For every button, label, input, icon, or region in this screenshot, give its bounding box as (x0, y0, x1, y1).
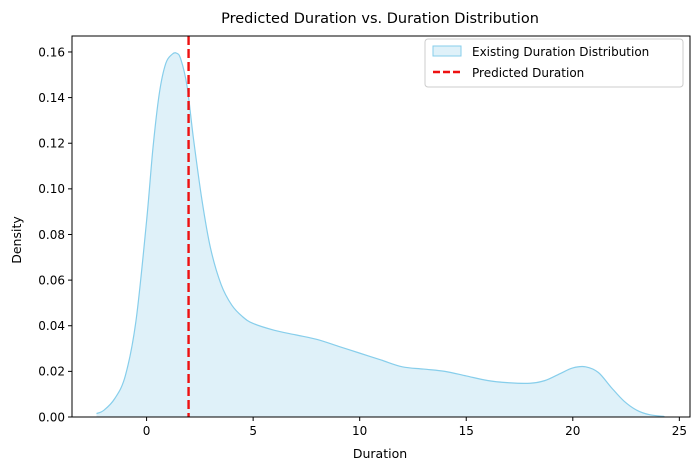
x-axis-label: Duration (353, 446, 407, 461)
legend-swatch-distribution (432, 45, 462, 57)
y-tick-label: 0.12 (38, 137, 65, 151)
y-tick-label: 0.08 (38, 228, 65, 242)
x-tick-label: 15 (459, 424, 474, 438)
legend-label-predicted: Predicted Duration (472, 66, 584, 80)
legend: Existing Duration Distribution Predicted … (424, 38, 684, 88)
y-tick-label: 0.04 (38, 319, 65, 333)
y-tick-label: 0.10 (38, 182, 65, 196)
y-tick-label: 0.14 (38, 91, 65, 105)
density-curve (96, 52, 665, 417)
x-tick-label: 25 (672, 424, 687, 438)
x-tick-label: 20 (565, 424, 580, 438)
legend-box (424, 38, 684, 88)
density-area-fill (96, 52, 665, 417)
axes-frame (71, 35, 691, 418)
chart-title: Predicted Duration vs. Duration Distribu… (221, 11, 539, 27)
x-tick-label: 10 (352, 424, 367, 438)
axes: 0 5 10 15 20 25 0.00 0.02 0.04 0.06 0.08 0.10 0.12 0.… (38, 35, 691, 438)
y-tick-label: 0.06 (38, 273, 65, 287)
y-tick-label: 0.02 (38, 365, 65, 379)
y-tick-label: 0.00 (38, 410, 65, 424)
x-tick-label: 5 (249, 424, 257, 438)
x-tick-label: 0 (143, 424, 151, 438)
y-tick-label: 0.16 (38, 45, 65, 59)
y-axis-label: Density (9, 216, 24, 264)
legend-label-distribution: Existing Duration Distribution (472, 45, 649, 59)
plot-area (96, 36, 665, 417)
